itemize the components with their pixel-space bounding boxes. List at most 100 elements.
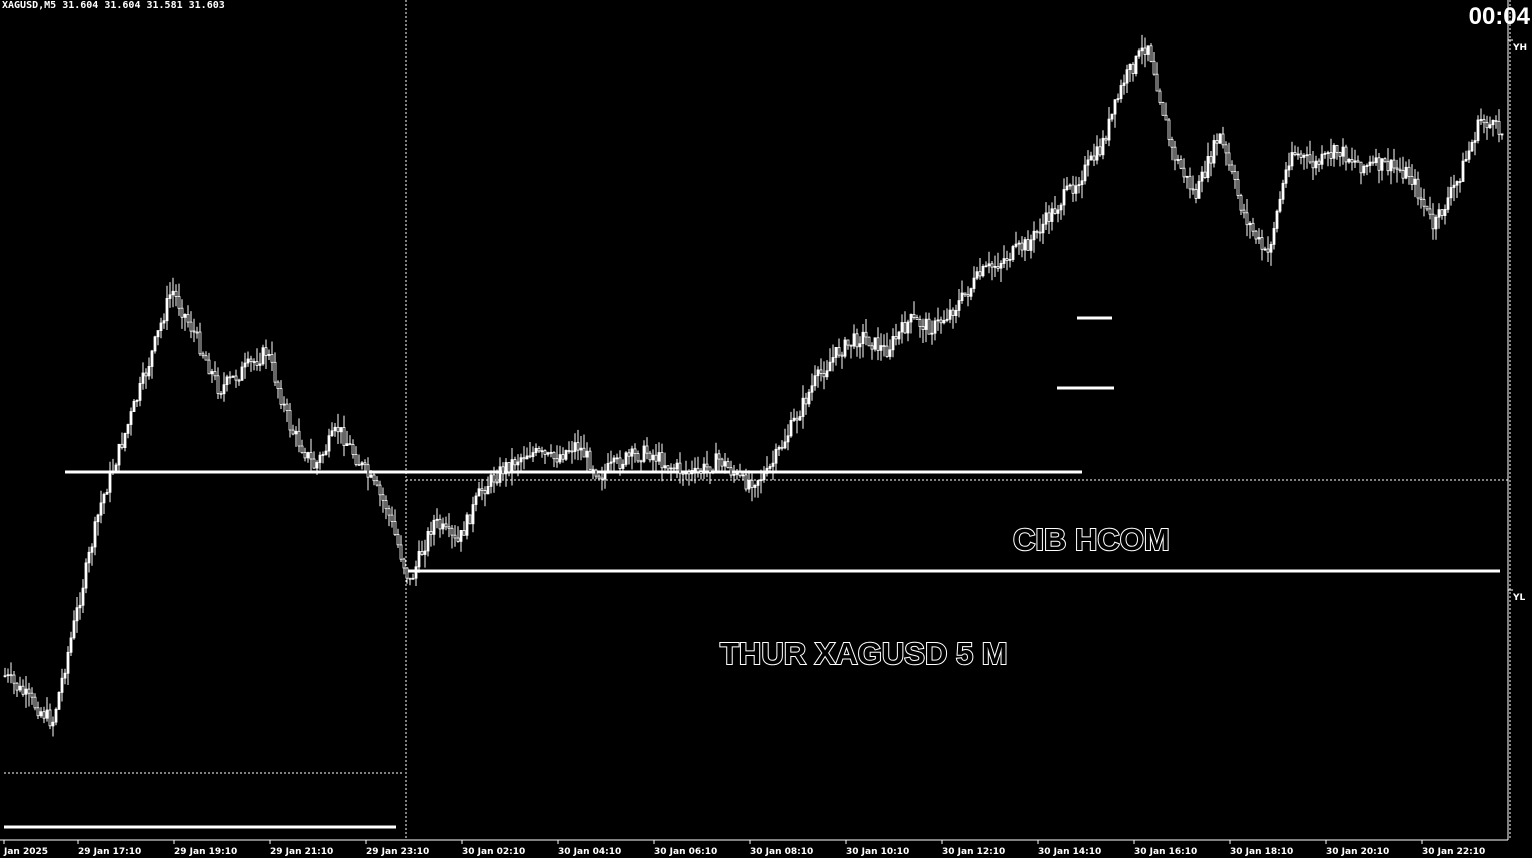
candle-body — [1221, 133, 1225, 146]
candle-body — [495, 481, 499, 484]
candle-body — [1134, 55, 1138, 75]
candle-body — [1245, 212, 1249, 226]
candle-body — [384, 499, 388, 510]
candle-body — [285, 403, 289, 411]
candle-body — [870, 345, 874, 350]
candle-body — [219, 393, 223, 395]
candle-body — [510, 459, 514, 473]
candle-body — [318, 454, 322, 463]
candle-body — [1479, 119, 1483, 121]
candle-body — [717, 453, 721, 460]
candle-body — [948, 309, 952, 320]
candle-body — [477, 488, 481, 497]
candle-body — [807, 391, 811, 405]
candle-body — [777, 446, 781, 450]
candle-body — [585, 450, 589, 458]
candle-body — [1005, 258, 1009, 261]
candle-body — [1317, 160, 1321, 165]
candle-body — [222, 384, 226, 395]
candle-body — [615, 457, 619, 460]
candle-body — [1323, 152, 1327, 155]
candle-body — [462, 530, 466, 536]
candle-body — [1032, 230, 1036, 241]
time-tick-label: 30 Jan 10:10 — [846, 847, 909, 857]
candle-body — [828, 361, 832, 372]
candle-body — [126, 424, 130, 434]
candle-body — [657, 452, 661, 462]
candle-body — [1332, 144, 1336, 159]
candle-body — [1443, 208, 1447, 216]
candle-body — [1455, 181, 1459, 186]
candle-body — [153, 336, 157, 352]
candle-body — [873, 337, 877, 350]
candle-body — [549, 451, 553, 454]
candle-body — [300, 445, 304, 453]
candle-body — [120, 443, 124, 448]
candle-body — [963, 292, 967, 296]
candle-body — [1038, 231, 1042, 234]
candle-body — [1227, 152, 1231, 166]
candle-body — [1122, 82, 1126, 86]
candle-body — [375, 480, 379, 486]
candle-body — [1098, 146, 1102, 156]
candle-body — [1206, 155, 1210, 178]
candle-body — [453, 534, 457, 539]
time-tick-label: 30 Jan 04:10 — [558, 847, 621, 857]
candle-body — [1269, 243, 1273, 253]
candle-body — [939, 319, 943, 324]
candle-body — [468, 514, 472, 525]
candle-body — [771, 462, 775, 467]
candle-body — [405, 567, 409, 579]
candle-body — [1365, 165, 1369, 167]
candle-body — [1215, 140, 1219, 144]
candle-body — [1029, 239, 1033, 251]
candle-body — [1305, 154, 1309, 157]
candle-body — [360, 462, 364, 466]
candle-timer: 00:04 — [1468, 3, 1530, 30]
candle-body — [498, 466, 502, 483]
candle-body — [1152, 60, 1156, 75]
candle-body — [1437, 209, 1441, 218]
candle-body — [513, 459, 517, 466]
candle-body — [1125, 69, 1129, 84]
candle-body — [1017, 242, 1021, 245]
candle-body — [1179, 159, 1183, 169]
candle-body — [843, 339, 847, 357]
candle-body — [1143, 47, 1147, 55]
candle-body — [51, 721, 55, 727]
candle-body — [1482, 119, 1486, 124]
candle-body — [627, 452, 631, 457]
candle-body — [1044, 212, 1048, 225]
time-tick-label: 30 Jan 18:10 — [1230, 847, 1293, 857]
candle-body — [651, 454, 655, 461]
candle-body — [345, 443, 349, 447]
candle-body — [888, 349, 892, 357]
candle-body — [1026, 239, 1030, 251]
candle-body — [693, 467, 697, 471]
candle-body — [687, 471, 691, 475]
candle-body — [780, 446, 784, 449]
candle-body — [789, 419, 793, 437]
candle-body — [399, 544, 403, 560]
candle-body — [1389, 159, 1393, 172]
candle-body — [969, 288, 973, 297]
candle-body — [1023, 239, 1027, 251]
candle-body — [1056, 209, 1060, 214]
candle-body — [288, 409, 292, 431]
candle-body — [966, 294, 970, 297]
candle-body — [21, 685, 25, 695]
candle-body — [1422, 199, 1426, 207]
candle-body — [354, 453, 358, 465]
candle-body — [1101, 137, 1105, 156]
candle-body — [1107, 118, 1111, 141]
candle-body — [276, 381, 280, 390]
candle-body — [984, 265, 988, 268]
candle-body — [297, 430, 301, 447]
candle-body — [675, 462, 679, 470]
candle-body — [366, 464, 370, 478]
candle-body — [96, 514, 100, 523]
candle-body — [1446, 197, 1450, 210]
candle-body — [57, 692, 61, 710]
candle-body — [1218, 133, 1222, 144]
